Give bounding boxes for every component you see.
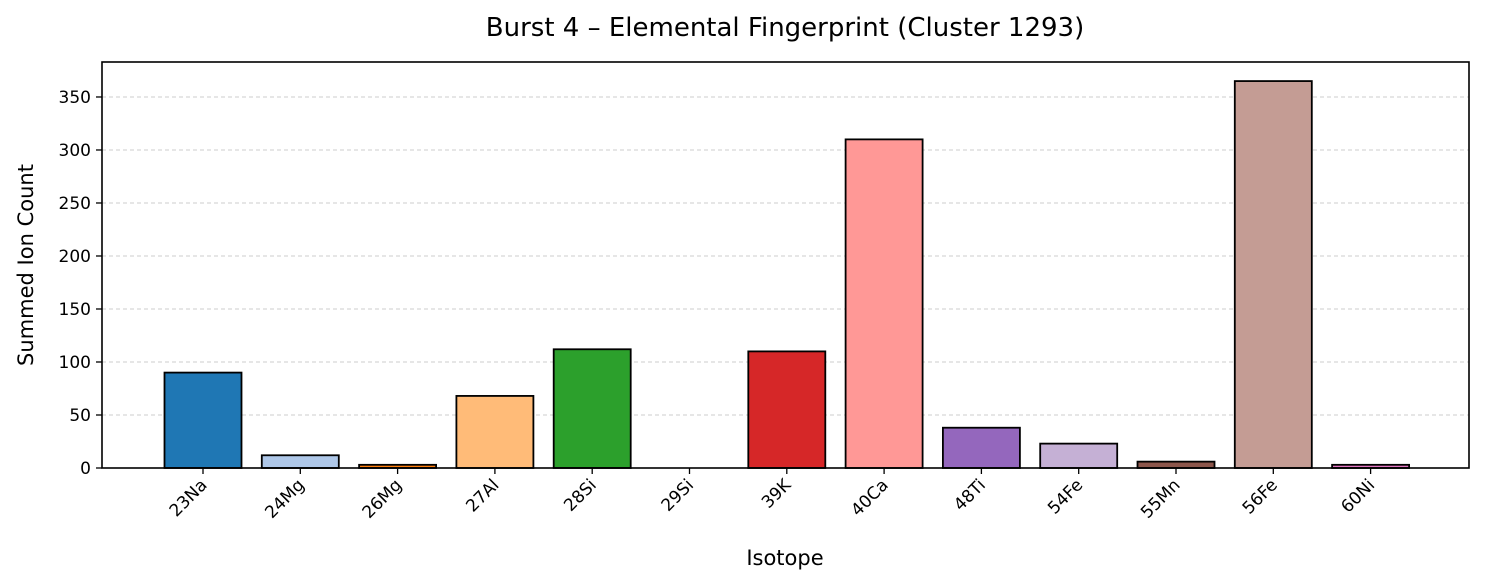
y-axis-label: Summed Ion Count [14,164,38,366]
x-tick-label: 56Fe [1239,475,1282,518]
x-tick-label: 29Si [658,475,698,515]
bar-24mg [260,454,340,469]
y-tick-label: 200 [59,247,91,267]
bar-23na [163,371,243,469]
bar-28si [552,348,632,469]
chart-title: Burst 4 – Elemental Fingerprint (Cluster… [486,13,1084,43]
x-axis-ticks: 23Na 24Mg 26Mg 27Al 28Si 29Si 39K 40Ca 48Ti 54Fe 5… [166,468,1379,523]
y-axis-ticks: 0 50 100 150 200 250 300 350 [59,88,102,479]
x-tick-label: 55Mn [1137,475,1184,522]
x-tick-label: 23Na [166,475,212,521]
bar-40ca [844,138,924,469]
x-tick-label: 28Si [560,475,600,515]
y-tick-label: 50 [69,406,91,426]
x-tick-label: 40Ca [847,475,892,520]
x-tick-label: 54Fe [1044,475,1087,518]
y-tick-label: 350 [59,88,91,108]
y-tick-label: 0 [80,459,91,479]
bar-55mn [1136,460,1216,469]
bar-56fe [1233,80,1313,469]
y-tick-label: 150 [59,300,91,320]
x-tick-label: 48Ti [950,475,990,515]
gridlines [102,96,1469,416]
plot-frame [101,61,1470,469]
y-tick-label: 250 [59,194,91,214]
x-tick-label: 60Ni [1337,475,1379,517]
bar-39k [747,350,827,469]
bar-48ti [942,426,1021,469]
x-axis-label: Isotope [746,546,823,570]
x-tick-label: 26Mg [359,475,406,522]
x-tick-label: 39K [758,475,796,513]
x-tick-label: 27Al [462,475,503,516]
bar-54fe [1039,442,1119,469]
bar-27al [455,395,535,469]
bars [163,80,1410,469]
y-tick-label: 100 [59,353,91,373]
y-tick-label: 300 [59,141,91,161]
x-tick-label: 24Mg [261,475,308,522]
